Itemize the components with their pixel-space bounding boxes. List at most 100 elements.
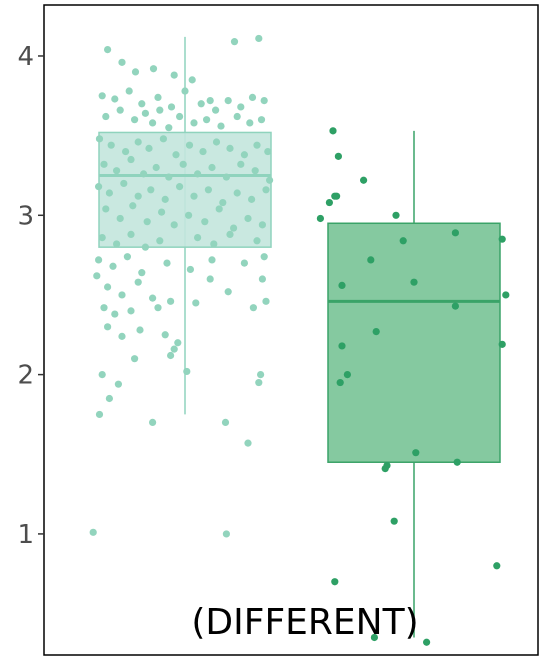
data-point	[204, 186, 212, 194]
data-point	[113, 167, 121, 175]
data-point	[206, 275, 214, 283]
data-point	[410, 278, 418, 286]
data-point	[149, 119, 157, 127]
box-group	[316, 127, 510, 646]
data-point	[138, 100, 146, 108]
data-point	[215, 205, 223, 213]
data-point	[206, 96, 214, 105]
data-point	[134, 192, 142, 200]
data-point	[170, 221, 178, 229]
data-point	[237, 160, 245, 168]
data-point	[248, 195, 256, 203]
y-tick-label: 3	[17, 201, 34, 231]
data-point	[221, 418, 230, 427]
data-point	[412, 449, 420, 457]
data-point	[105, 394, 113, 403]
data-point	[381, 465, 389, 473]
data-point	[240, 151, 248, 159]
data-point	[159, 135, 167, 143]
data-point	[136, 326, 144, 334]
box-iqr	[327, 222, 501, 463]
data-point	[113, 240, 121, 248]
data-point	[260, 253, 268, 261]
data-point	[192, 299, 200, 307]
data-point	[222, 173, 230, 181]
data-point	[107, 141, 115, 149]
data-point	[222, 530, 230, 538]
data-point	[105, 189, 113, 197]
data-point	[147, 186, 155, 194]
data-point	[185, 141, 194, 149]
data-point	[98, 92, 106, 100]
data-point	[210, 240, 218, 248]
data-point	[95, 410, 104, 419]
data-point	[118, 58, 126, 66]
data-point	[255, 378, 263, 387]
data-point	[154, 304, 162, 312]
data-point	[131, 355, 139, 363]
data-point	[131, 116, 139, 124]
data-point	[224, 288, 232, 296]
data-point	[149, 294, 157, 302]
data-point	[183, 367, 191, 376]
data-point	[226, 230, 234, 239]
data-point	[201, 218, 209, 226]
data-point	[260, 96, 268, 105]
data-point	[219, 198, 227, 207]
data-point	[149, 418, 157, 427]
data-point	[143, 218, 151, 226]
data-point	[181, 87, 189, 95]
data-point	[325, 198, 333, 207]
data-point	[208, 163, 216, 172]
data-point	[257, 116, 266, 124]
box-groups	[89, 34, 510, 646]
data-point	[244, 214, 252, 223]
data-point	[334, 152, 342, 160]
data-point	[502, 291, 510, 299]
data-point	[367, 256, 375, 264]
data-point	[266, 176, 274, 184]
data-point	[338, 281, 346, 289]
data-point	[102, 205, 110, 213]
data-point	[253, 237, 261, 245]
y-axis: 1 2 3 4	[17, 42, 44, 550]
data-point	[174, 339, 182, 347]
data-point	[251, 167, 259, 175]
data-point	[170, 71, 178, 79]
chart-annotation: (DIFFERENT)	[191, 602, 418, 643]
data-point	[118, 291, 126, 299]
data-point	[123, 253, 131, 261]
data-point	[125, 87, 133, 95]
data-point	[149, 65, 158, 73]
data-point	[262, 297, 270, 305]
data-point	[134, 278, 142, 286]
data-point	[194, 233, 202, 242]
data-point	[338, 342, 346, 350]
data-point	[138, 269, 146, 277]
data-point	[255, 34, 263, 43]
data-point	[161, 195, 169, 203]
data-point	[212, 106, 220, 114]
data-point	[141, 109, 149, 117]
data-point	[116, 214, 124, 223]
y-tick-label: 1	[17, 520, 34, 550]
data-point	[163, 259, 171, 267]
data-point	[93, 272, 101, 280]
data-point	[116, 106, 124, 114]
data-point	[156, 106, 164, 114]
data-point	[111, 95, 119, 103]
data-point	[399, 237, 407, 245]
data-point	[188, 76, 196, 84]
data-point	[170, 345, 178, 353]
data-point	[258, 221, 266, 229]
data-point	[190, 119, 198, 127]
data-point	[453, 458, 461, 466]
data-point	[145, 144, 153, 152]
data-point	[120, 179, 128, 188]
data-point	[131, 68, 140, 76]
data-point	[194, 170, 202, 178]
data-point	[331, 192, 339, 200]
data-point	[134, 138, 142, 146]
data-point	[451, 229, 459, 237]
